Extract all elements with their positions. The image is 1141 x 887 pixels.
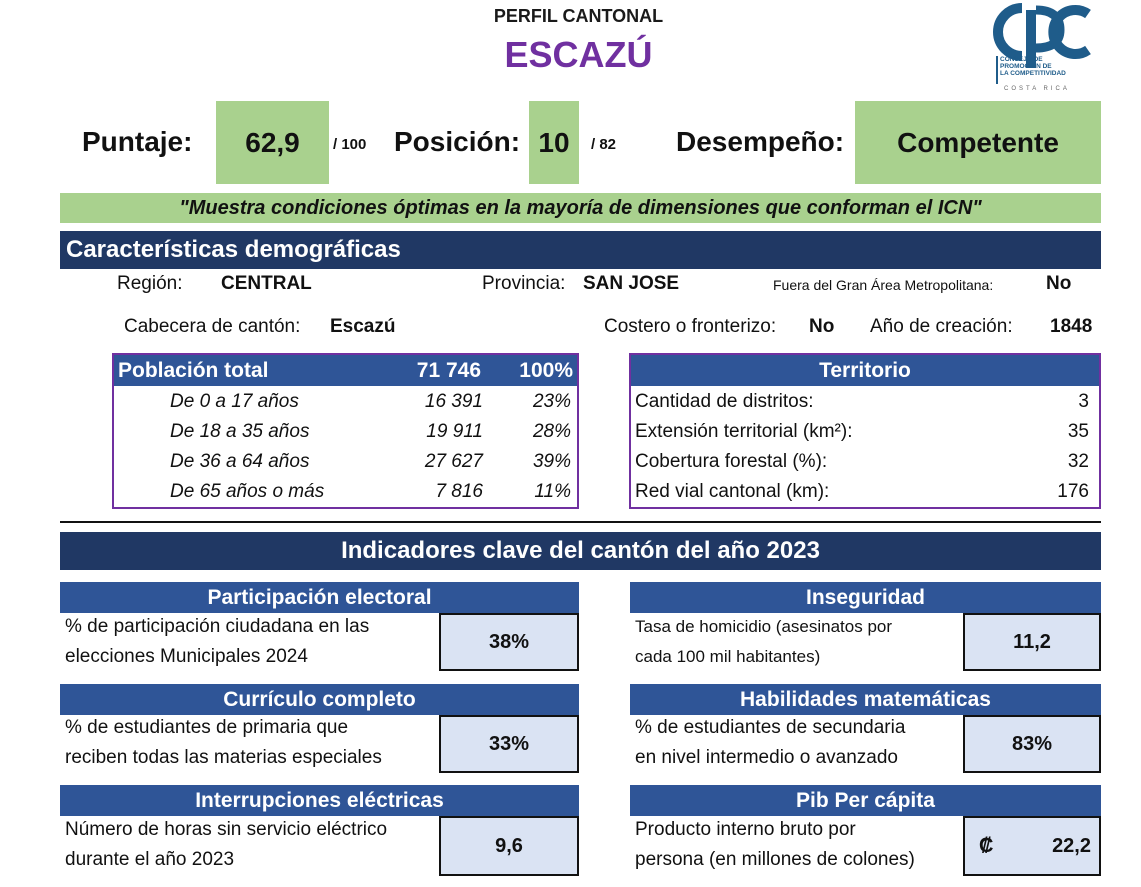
table-row: Cantidad de distritos: 3 [631, 386, 1099, 416]
matematicas-title: Habilidades matemáticas [630, 684, 1101, 715]
territory-label: Cantidad de distritos: [635, 391, 814, 412]
provincia-value: SAN JOSE [583, 273, 680, 294]
costero-label: Costero o fronterizo: [604, 316, 777, 337]
interrupciones-line1: Número de horas sin servicio eléctrico [65, 819, 388, 840]
territory-value: 176 [1057, 481, 1089, 502]
age-value: 7 816 [435, 481, 483, 502]
anio-label: Año de creación: [870, 316, 1013, 337]
territory-value: 35 [1067, 421, 1089, 442]
table-row: Red vial cantonal (km): 176 [631, 476, 1099, 506]
pib-value-box: ₡ 22,2 [963, 816, 1101, 876]
pib-value: 22,2 [1052, 834, 1091, 857]
pib-desc: Producto interno bruto por persona (en m… [635, 815, 915, 875]
posicion-value: 10 [529, 101, 579, 184]
pib-line1: Producto interno bruto por [635, 819, 856, 840]
territory-label: Red vial cantonal (km): [635, 481, 830, 502]
inseguridad-line2: cada 100 mil habitantes) [635, 647, 821, 666]
logo-line2: PROMOCIÓN DE [1000, 63, 1052, 70]
cabecera-value: Escazú [330, 316, 396, 337]
population-title: Población total [118, 359, 269, 382]
cabecera-label: Cabecera de cantón: [124, 316, 301, 337]
age-pct: 11% [534, 481, 571, 502]
age-label: De 36 a 64 años [170, 451, 310, 472]
profile-subtitle: PERFIL CANTONAL [493, 6, 664, 26]
desempeno-value: Competente [855, 101, 1101, 184]
matematicas-desc: % de estudiantes de secundaria en nivel … [635, 713, 905, 773]
pib-title: Pib Per cápita [630, 785, 1101, 816]
population-total: 71 746 [416, 359, 481, 382]
territory-table: Territorio Cantidad de distritos: 3 Exte… [629, 353, 1101, 509]
gam-label: Fuera del Gran Área Metropolitana: [773, 277, 994, 293]
territory-label: Extensión territorial (km²): [635, 421, 853, 442]
age-value: 27 627 [424, 451, 483, 472]
indicators-title: Indicadores clave del cantón del año 202… [60, 532, 1101, 570]
table-row: De 0 a 17 años 16 391 23% [114, 386, 577, 416]
inseguridad-value: 11,2 [963, 613, 1101, 671]
logo-line1: CONSEJO DE [1000, 56, 1043, 63]
puntaje-label: Puntaje: [82, 126, 193, 157]
interrupciones-title: Interrupciones eléctricas [60, 785, 579, 816]
age-label: De 18 a 35 años [170, 421, 310, 442]
participacion-value: 38% [439, 613, 579, 671]
territory-label: Cobertura forestal (%): [635, 451, 828, 472]
matematicas-value: 83% [963, 715, 1101, 773]
age-pct: 23% [532, 391, 571, 412]
region-label: Región: [117, 273, 183, 294]
age-pct: 28% [532, 421, 571, 442]
participacion-title: Participación electoral [60, 582, 579, 613]
curriculo-value: 33% [439, 715, 579, 773]
territory-value: 32 [1067, 451, 1089, 472]
interrupciones-value: 9,6 [439, 816, 579, 876]
curriculo-desc: % de estudiantes de primaria que reciben… [65, 713, 382, 773]
table-row: De 65 años o más 7 816 11% [114, 476, 577, 506]
table-row: Cobertura forestal (%): 32 [631, 446, 1099, 476]
inseguridad-desc: Tasa de homicidio (asesinatos por cada 1… [635, 612, 892, 672]
provincia-label: Provincia: [482, 273, 566, 294]
matematicas-line1: % de estudiantes de secundaria [635, 717, 906, 738]
logo-country: COSTA RICA [1004, 86, 1070, 92]
posicion-label: Posición: [394, 126, 521, 157]
table-row: De 18 a 35 años 19 911 28% [114, 416, 577, 446]
population-table: Población total 71 746 100% De 0 a 17 añ… [112, 353, 579, 509]
canton-name: ESCAZÚ [504, 34, 653, 75]
gam-value: No [1046, 273, 1072, 294]
population-header: Población total 71 746 100% [114, 355, 577, 386]
age-label: De 65 años o más [170, 481, 325, 502]
interrupciones-line2: durante el año 2023 [65, 849, 235, 870]
logo-line3: LA COMPETITIVIDAD [1000, 70, 1066, 77]
desempeno-label: Desempeño: [676, 126, 845, 157]
age-value: 16 391 [424, 391, 483, 412]
territory-value: 3 [1078, 391, 1089, 412]
currency-symbol: ₡ [979, 834, 994, 857]
participacion-line2: elecciones Municipales 2024 [65, 646, 308, 667]
interrupciones-desc: Número de horas sin servicio eléctrico d… [65, 815, 387, 875]
curriculo-line1: % de estudiantes de primaria que [65, 717, 349, 738]
posicion-suffix: / 82 [591, 136, 617, 153]
table-row: Extensión territorial (km²): 35 [631, 416, 1099, 446]
territory-title: Territorio [819, 358, 911, 382]
inseguridad-title: Inseguridad [630, 582, 1101, 613]
anio-value: 1848 [1050, 316, 1093, 337]
curriculo-title: Currículo completo [60, 684, 579, 715]
demographics-title: Características demográficas [60, 231, 1101, 269]
puntaje-value: 62,9 [216, 101, 329, 184]
costero-value: No [809, 316, 835, 337]
region-value: CENTRAL [221, 273, 312, 294]
population-total-pct: 100% [519, 359, 573, 382]
table-row: De 36 a 64 años 27 627 39% [114, 446, 577, 476]
curriculo-line2: reciben todas las materias especiales [65, 747, 382, 768]
age-value: 19 911 [426, 421, 483, 442]
cpc-logo: CONSEJO DE PROMOCIÓN DE LA COMPETITIVIDA… [988, 0, 1092, 96]
age-label: De 0 a 17 años [170, 391, 299, 412]
inseguridad-line1: Tasa de homicidio (asesinatos por [635, 617, 893, 636]
section-divider [60, 521, 1101, 523]
matematicas-line2: en nivel intermedio o avanzado [635, 747, 899, 768]
participacion-line1: % de participación ciudadana en las [65, 616, 370, 637]
territory-header: Territorio [631, 355, 1099, 386]
participacion-desc: % de participación ciudadana en las elec… [65, 612, 369, 672]
performance-quote: "Muestra condiciones óptimas en la mayor… [60, 193, 1101, 223]
puntaje-suffix: / 100 [333, 136, 367, 153]
age-pct: 39% [532, 451, 571, 472]
pib-line2: persona (en millones de colones) [635, 849, 915, 870]
